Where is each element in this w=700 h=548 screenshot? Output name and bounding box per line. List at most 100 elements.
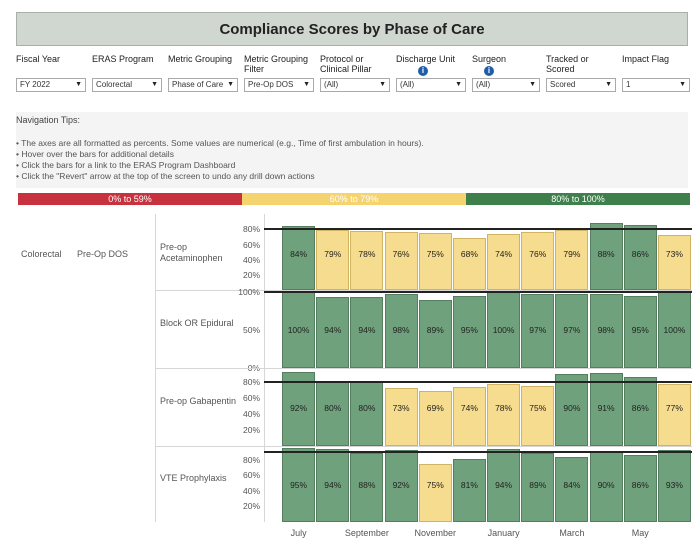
bar[interactable] (384, 387, 418, 446)
bar[interactable] (657, 234, 691, 290)
bar[interactable] (350, 382, 384, 446)
filter-dropdown-impact-flag[interactable]: 1 ▼ (622, 78, 690, 92)
bar[interactable] (657, 449, 691, 522)
filter-label: Metric Grouping Filter (244, 54, 314, 78)
bar-value-label: 100% (287, 325, 310, 335)
y-tick-label: 60% (242, 393, 260, 403)
bar[interactable] (316, 448, 350, 522)
bar[interactable] (623, 377, 657, 446)
bar[interactable] (282, 448, 316, 522)
bar[interactable] (316, 296, 350, 368)
bar[interactable] (316, 382, 350, 446)
bar[interactable] (418, 390, 452, 446)
target-line (264, 381, 692, 383)
filter-dropdown-protocol-pillar[interactable]: (All) ▼ (320, 78, 390, 92)
x-tick-label: January (487, 528, 520, 538)
filter-protocol-pillar: Protocol or Clinical Pillar (All) ▼ (320, 54, 390, 92)
bar-value-label: 80% (324, 403, 342, 413)
chevron-down-icon: ▼ (151, 81, 158, 88)
bar[interactable] (418, 300, 452, 368)
bar[interactable] (487, 233, 521, 290)
legend-mid: 60% to 79% (242, 193, 466, 205)
y-tick-label: 40% (242, 254, 260, 265)
bar[interactable] (623, 295, 657, 368)
bar[interactable] (487, 448, 521, 522)
bar[interactable] (350, 453, 384, 522)
bar[interactable] (555, 230, 589, 290)
bar[interactable] (418, 233, 452, 290)
bar[interactable] (623, 224, 657, 290)
dropdown-value: Colorectal (96, 80, 133, 89)
legend-high: 80% to 100% (466, 193, 690, 205)
bar[interactable] (282, 226, 316, 290)
dropdown-value: Scored (550, 80, 576, 89)
filter-dropdown-metric-grouping[interactable]: Phase of Care ▼ (168, 78, 238, 92)
bar[interactable] (418, 463, 452, 522)
bar[interactable] (555, 294, 589, 368)
filter-label-text: Tracked or Scored (546, 54, 589, 74)
bar-value-label: 69% (426, 403, 444, 413)
x-tick-label: July (679, 528, 700, 538)
bar[interactable] (657, 292, 691, 368)
bar-value-label: 89% (529, 480, 547, 490)
bar[interactable] (350, 296, 384, 368)
bar[interactable] (589, 223, 623, 290)
bar-value-label: 79% (324, 249, 342, 259)
bar[interactable] (555, 456, 589, 522)
bar-value-label: 92% (392, 480, 410, 490)
bar-value-label: 76% (529, 249, 547, 259)
bar[interactable] (487, 383, 521, 446)
bar[interactable] (384, 232, 418, 290)
bar[interactable] (282, 292, 316, 368)
filter-fiscal-year: Fiscal Year FY 2022 ▼ (16, 54, 86, 92)
program-label: Colorectal (21, 249, 62, 259)
bar-value-label: 92% (290, 403, 308, 413)
bar-value-label: 94% (358, 325, 376, 335)
bar[interactable] (589, 293, 623, 368)
filter-impact-flag: Impact Flag 1 ▼ (622, 54, 690, 92)
bar[interactable] (555, 374, 589, 446)
phase-label: Pre-Op DOS (77, 249, 129, 259)
bar[interactable] (282, 372, 316, 446)
filter-dropdown-tracked-scored[interactable]: Scored ▼ (546, 78, 616, 92)
chevron-down-icon: ▼ (605, 81, 612, 88)
bar[interactable] (521, 294, 555, 368)
bar[interactable] (350, 230, 384, 290)
filter-dropdown-discharge-unit[interactable]: (All) ▼ (396, 78, 466, 92)
bar-value-label: 89% (426, 325, 444, 335)
bar-value-label: 77% (665, 403, 683, 413)
bar[interactable] (452, 386, 486, 446)
bar[interactable] (521, 232, 555, 290)
bar[interactable] (452, 238, 486, 290)
filter-label: Protocol or Clinical Pillar (320, 54, 390, 78)
bar[interactable] (589, 373, 623, 446)
filter-label: Fiscal Year (16, 54, 86, 78)
metric-label: Pre-op Acetaminophen (160, 242, 223, 263)
x-tick-label: May (631, 528, 649, 538)
bar[interactable] (384, 450, 418, 522)
bar[interactable] (452, 458, 486, 522)
tip-line: • Click the "Revert" arrow at the top of… (16, 171, 315, 181)
bar[interactable] (316, 230, 350, 290)
bar[interactable] (452, 295, 486, 368)
chevron-down-icon: ▼ (227, 81, 234, 88)
bar[interactable] (623, 455, 657, 522)
filter-discharge-unit: Discharge Unit i (All) ▼ (396, 54, 466, 92)
dropdown-value: Pre-Op DOS (248, 80, 294, 89)
filter-dropdown-metric-grouping-filter[interactable]: Pre-Op DOS ▼ (244, 78, 314, 92)
info-icon[interactable]: i (418, 66, 428, 76)
filter-label: Impact Flag (622, 54, 690, 78)
bar[interactable] (487, 292, 521, 368)
bar[interactable] (384, 293, 418, 368)
filter-dropdown-eras-program[interactable]: Colorectal ▼ (92, 78, 162, 92)
info-icon[interactable]: i (484, 66, 494, 76)
chevron-down-icon: ▼ (679, 81, 686, 88)
bar-value-label: 95% (631, 325, 649, 335)
bar-value-label: 88% (358, 480, 376, 490)
bar[interactable] (521, 452, 555, 522)
bar-value-label: 78% (495, 403, 513, 413)
filter-dropdown-surgeon[interactable]: (All) ▼ (472, 78, 540, 92)
bar[interactable] (657, 384, 691, 446)
bar[interactable] (521, 386, 555, 446)
filter-dropdown-fiscal-year[interactable]: FY 2022 ▼ (16, 78, 86, 92)
